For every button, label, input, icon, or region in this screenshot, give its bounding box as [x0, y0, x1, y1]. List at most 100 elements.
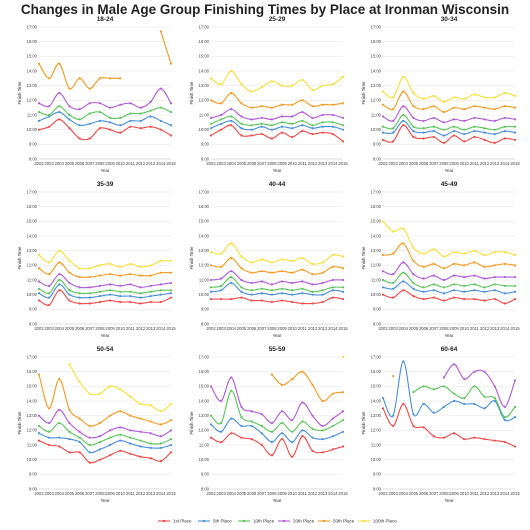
data-point — [280, 292, 284, 295]
data-point — [483, 277, 486, 280]
data-point — [37, 267, 41, 270]
data-point — [301, 429, 304, 432]
data-point — [321, 399, 324, 403]
data-point — [422, 290, 425, 293]
data-point — [159, 442, 162, 445]
data-point — [159, 289, 162, 292]
legend-label: 100th Place — [373, 519, 397, 524]
x-tick-label: 2010 — [460, 326, 470, 331]
data-point — [452, 283, 456, 286]
data-point — [37, 62, 41, 65]
data-point — [250, 118, 253, 121]
data-point — [68, 105, 71, 108]
data-point — [452, 432, 456, 435]
data-point — [270, 271, 274, 274]
data-point — [432, 283, 435, 286]
data-point — [331, 286, 334, 289]
data-point — [230, 124, 233, 127]
data-point — [463, 119, 466, 122]
y-tick-label: 11:00 — [27, 442, 38, 447]
data-point — [452, 262, 456, 265]
x-tick-label: 2013 — [490, 161, 500, 166]
data-point — [220, 252, 223, 255]
data-point — [341, 430, 345, 433]
data-point — [291, 418, 294, 422]
x-tick-label: 2012 — [136, 326, 146, 331]
data-point — [88, 112, 91, 115]
data-point — [321, 281, 324, 285]
data-point — [432, 435, 435, 438]
x-tick-label: 2008 — [439, 161, 449, 166]
legend-marker — [202, 519, 206, 523]
y-tick-label: 11:00 — [199, 442, 210, 447]
data-point — [452, 289, 456, 292]
x-tick-label: 2009 — [105, 491, 115, 496]
data-point — [220, 277, 223, 280]
data-point — [280, 84, 284, 87]
data-point — [68, 127, 71, 130]
data-point — [422, 108, 425, 111]
data-point — [473, 130, 476, 133]
y-tick-label: 11:00 — [371, 277, 382, 282]
series-100th-place — [341, 355, 345, 359]
data-point — [119, 300, 122, 304]
data-point — [58, 377, 61, 381]
data-point — [250, 90, 253, 93]
data-point — [209, 127, 213, 130]
data-point — [240, 102, 243, 105]
data-point — [463, 264, 466, 267]
x-tick-label: 2006 — [247, 161, 257, 166]
data-point — [37, 119, 41, 122]
data-point — [321, 103, 324, 106]
data-point — [68, 430, 71, 433]
data-point — [98, 77, 102, 80]
data-point — [169, 418, 173, 422]
data-point — [513, 138, 517, 142]
data-point — [270, 128, 274, 131]
data-point — [280, 432, 284, 435]
data-point — [78, 417, 81, 420]
data-point — [513, 445, 517, 448]
x-tick-label: 2006 — [419, 161, 429, 166]
data-point — [452, 118, 456, 121]
data-point — [280, 280, 284, 283]
data-point — [311, 283, 314, 286]
data-point — [422, 265, 425, 268]
x-tick-label: 2005 — [65, 491, 75, 496]
data-point — [78, 137, 81, 140]
data-point — [412, 424, 415, 428]
series-5th-place — [381, 119, 517, 137]
panel-40-44: 40-44 8:00 9:00 10:00 11:00 12:00 13:00 14:00 15… — [189, 181, 348, 338]
data-point — [240, 405, 243, 408]
x-tick-label: 2005 — [237, 326, 247, 331]
data-point — [503, 262, 506, 265]
data-point — [270, 289, 274, 292]
y-tick-label: 17:00 — [371, 354, 382, 359]
x-tick-label: 2008 — [95, 326, 105, 331]
data-point — [260, 424, 263, 428]
data-point — [68, 421, 71, 425]
data-point — [381, 90, 385, 93]
data-point — [58, 408, 61, 411]
data-point — [321, 125, 324, 128]
data-point — [321, 438, 324, 441]
data-point — [402, 360, 405, 363]
data-point — [463, 402, 466, 406]
data-point — [88, 424, 91, 428]
data-point — [311, 449, 314, 452]
data-point — [270, 440, 274, 444]
data-point — [341, 140, 345, 143]
y-tick-label: 9:00 — [201, 307, 210, 312]
x-tick-label: 2007 — [85, 491, 95, 496]
data-point — [463, 290, 466, 293]
data-point — [291, 103, 294, 106]
data-point — [493, 439, 496, 442]
data-point — [209, 264, 213, 267]
data-point — [321, 289, 324, 292]
x-tick-label: 2002 — [378, 491, 388, 496]
x-tick-label: 2010 — [116, 161, 126, 166]
series-100th-place — [209, 242, 345, 265]
panel-title: 30-34 — [441, 16, 458, 23]
x-tick-label: 2011 — [126, 161, 136, 166]
data-point — [341, 290, 345, 293]
